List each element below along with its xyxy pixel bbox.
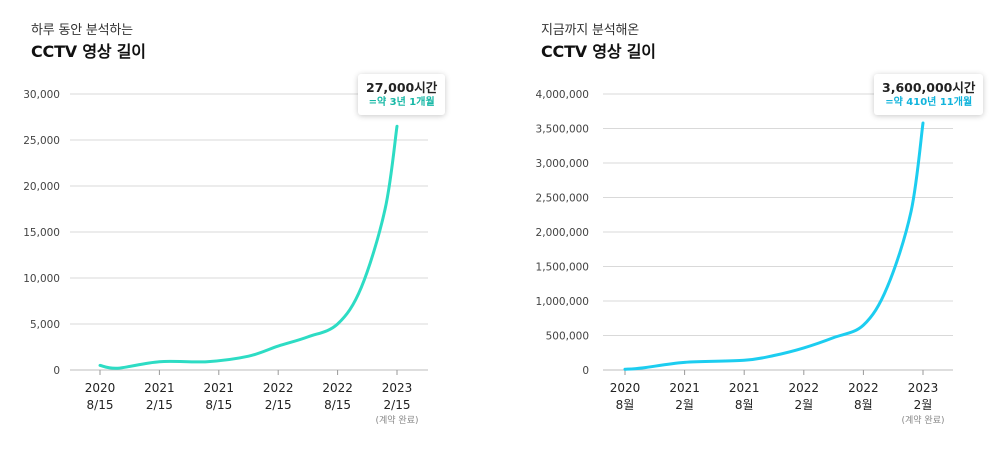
x-tick-year-label: 2023 bbox=[908, 381, 939, 395]
right-callout-tooltip: 3,600,000시간 =약 410년 11개월 bbox=[874, 74, 984, 115]
x-tick-period-label: 2월 bbox=[914, 398, 933, 412]
x-tick-year-label: 2022 bbox=[848, 381, 879, 395]
x-tick-period-label: 8월 bbox=[854, 398, 873, 412]
right-chart-title: CCTV 영상 길이 bbox=[541, 42, 656, 61]
y-tick-label: 2,500,000 bbox=[536, 193, 589, 205]
left-chart-panel: 하루 동안 분석하는 CCTV 영상 길이 0 5,000 10,000 15,000… bbox=[0, 0, 480, 452]
x-contract-note: (계약 완료) bbox=[901, 414, 944, 426]
y-tick-label: 15,000 bbox=[23, 227, 60, 239]
x-tick-year-label: 2021 bbox=[204, 381, 235, 395]
x-tick-year-label: 2022 bbox=[322, 381, 353, 395]
y-tick-label: 2,000,000 bbox=[536, 227, 589, 239]
left-callout-note: =약 3년 1개월 bbox=[368, 97, 435, 108]
left-callout-value: 27,000시간 bbox=[366, 80, 438, 95]
right-chart-subtitle: 지금까지 분석해온 bbox=[541, 23, 640, 38]
x-tick-period-label: 2/15 bbox=[265, 398, 292, 412]
left-chart-subtitle: 하루 동안 분석하는 bbox=[31, 23, 133, 38]
y-tick-label: 3,500,000 bbox=[536, 124, 589, 136]
x-tick-year-label: 2020 bbox=[610, 381, 641, 395]
y-tick-label: 1,500,000 bbox=[536, 262, 589, 274]
right-line-chart: 0 500,000 1,000,000 1,500,000 2,000,000 2,500… bbox=[536, 89, 953, 426]
y-tick-label: 20,000 bbox=[23, 181, 60, 193]
x-tick-period-label: 8월 bbox=[735, 398, 754, 412]
x-contract-note: (계약 완료) bbox=[375, 414, 418, 426]
x-tick-period-label: 2월 bbox=[794, 398, 813, 412]
y-tick-label: 4,000,000 bbox=[536, 89, 589, 101]
left-callout-tooltip: 27,000시간 =약 3년 1개월 bbox=[358, 74, 446, 115]
x-tick-period-label: 2월 bbox=[675, 398, 694, 412]
x-tick-year-label: 2022 bbox=[263, 381, 294, 395]
right-callout-value: 3,600,000시간 bbox=[882, 80, 976, 95]
x-tick-period-label: 8/15 bbox=[87, 398, 114, 412]
x-tick-year-label: 2021 bbox=[669, 381, 700, 395]
left-line-chart: 0 5,000 10,000 15,000 20,000 25,000 30,000 2020… bbox=[23, 89, 428, 426]
series-line bbox=[98, 124, 399, 370]
y-tick-label: 0 bbox=[53, 365, 60, 377]
x-tick-year-label: 2020 bbox=[85, 381, 116, 395]
y-tick-label: 3,000,000 bbox=[536, 158, 589, 170]
y-tick-label: 30,000 bbox=[23, 89, 60, 101]
y-tick-label: 5,000 bbox=[30, 319, 60, 331]
x-tick-period-label: 2/15 bbox=[384, 398, 411, 412]
right-callout-note: =약 410년 11개월 bbox=[885, 97, 973, 108]
y-tick-label: 25,000 bbox=[23, 135, 60, 147]
y-tick-label: 10,000 bbox=[23, 273, 60, 285]
y-tick-label: 1,000,000 bbox=[536, 296, 589, 308]
x-tick-year-label: 2021 bbox=[144, 381, 175, 395]
y-tick-label: 0 bbox=[582, 365, 589, 377]
left-chart-title: CCTV 영상 길이 bbox=[31, 42, 146, 61]
x-tick-period-label: 8월 bbox=[616, 398, 635, 412]
x-tick-year-label: 2023 bbox=[382, 381, 413, 395]
right-chart-panel: 지금까지 분석해온 CCTV 영상 길이 0 500,000 1,000,000 1,… bbox=[510, 0, 990, 452]
x-tick-period-label: 8/15 bbox=[205, 398, 232, 412]
x-tick-year-label: 2021 bbox=[729, 381, 760, 395]
y-tick-label: 500,000 bbox=[546, 331, 589, 343]
x-tick-period-label: 8/15 bbox=[324, 398, 351, 412]
series-line bbox=[623, 121, 925, 371]
x-tick-period-label: 2/15 bbox=[146, 398, 173, 412]
x-tick-year-label: 2022 bbox=[789, 381, 820, 395]
